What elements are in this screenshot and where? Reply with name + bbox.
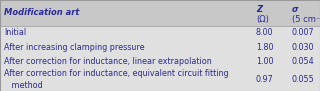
- Text: 0.055: 0.055: [292, 75, 315, 84]
- Text: 0.007: 0.007: [292, 28, 315, 37]
- Text: Z: Z: [256, 5, 262, 14]
- Text: 1.80: 1.80: [256, 43, 274, 52]
- Text: 8.00: 8.00: [256, 28, 274, 37]
- Text: After correction for inductance, equivalent circuit fitting
   method: After correction for inductance, equival…: [4, 69, 228, 90]
- Text: Modification art: Modification art: [4, 8, 79, 17]
- Text: 0.054: 0.054: [292, 57, 315, 66]
- Bar: [0, 0, 320, 26]
- Text: 0.97: 0.97: [256, 75, 274, 84]
- Text: 1.00: 1.00: [256, 57, 274, 66]
- Text: After correction for inductance, linear extrapolation: After correction for inductance, linear …: [4, 57, 212, 66]
- Text: 0.030: 0.030: [292, 43, 314, 52]
- Text: Initial: Initial: [4, 28, 26, 37]
- Text: (Ω): (Ω): [256, 15, 269, 24]
- Text: (5 cm⁻¹): (5 cm⁻¹): [292, 15, 320, 24]
- Bar: [0, 26, 320, 91]
- Text: σ: σ: [292, 5, 298, 14]
- Text: After increasing clamping pressure: After increasing clamping pressure: [4, 43, 144, 52]
